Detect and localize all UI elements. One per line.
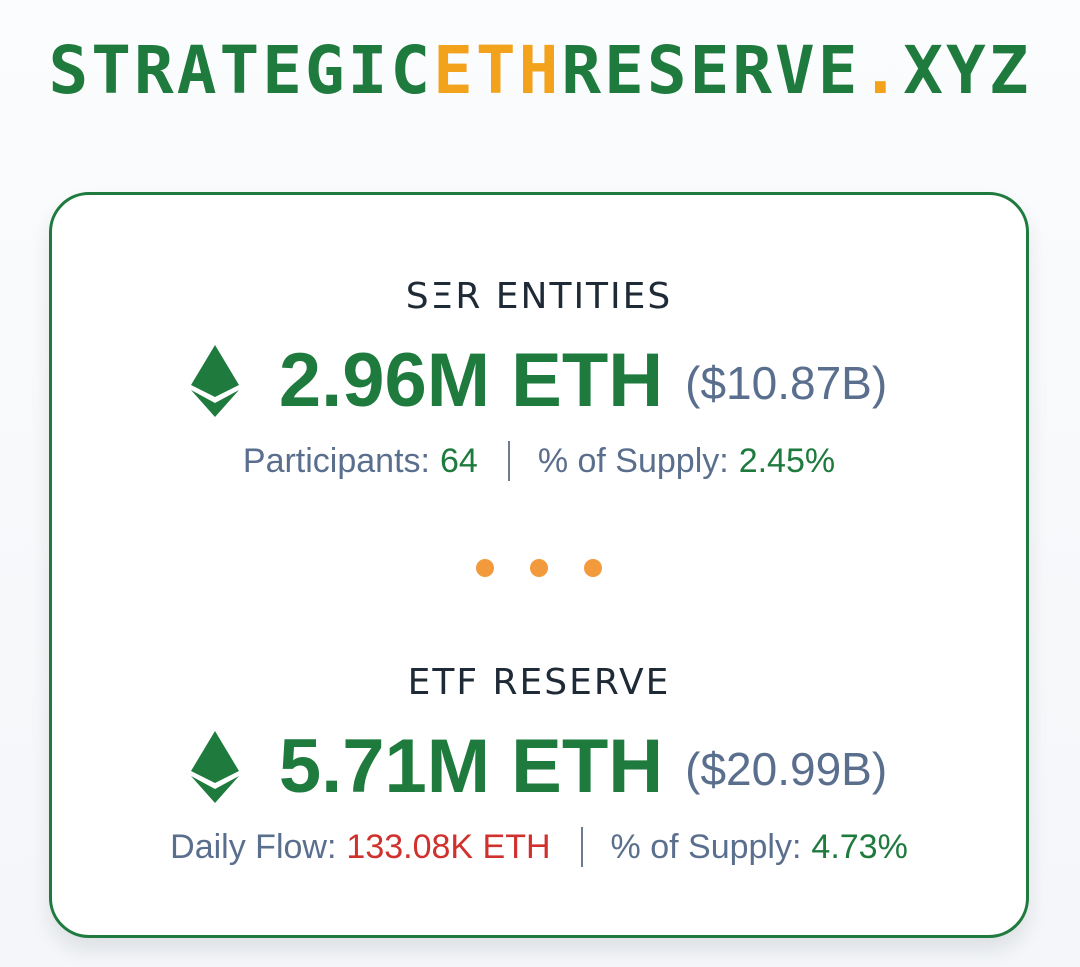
logo-text-reserve: RESERVE [561,32,861,109]
section-separator-dots [52,559,1026,577]
logo-text-eth: ETH [433,32,562,109]
daily-flow-value: 133.08K ETH [346,827,551,866]
stats-divider [507,441,510,481]
separator-dot [530,559,548,577]
ethereum-icon [190,731,239,803]
separator-dot [584,559,602,577]
ser-entities-title: SΞR ENTITIES [405,276,673,317]
site-logo[interactable]: STRATEGICETHRESERVE.XYZ [0,38,1080,104]
reserve-summary-card: SΞR ENTITIES 2.96M ETH ($10.87B) Partici… [49,192,1029,938]
participants-label: Participants: [242,441,430,480]
ser-stats-row: Participants: 64 % of Supply: 2.45% [52,441,1026,481]
participants-value: 64 [439,441,478,480]
etf-stats-row: Daily Flow: 133.08K ETH % of Supply: 4.7… [52,827,1026,867]
logo-text-dot: . [860,32,904,109]
etf-supply-label: % of Supply: [610,827,802,866]
etf-usd-value: ($20.99B) [685,743,888,795]
etf-reserve-section: ETF RESERVE 5.71M ETH ($20.99B) Daily Fl… [52,661,1026,867]
stats-divider [580,827,583,867]
logo-text-strategic: STRATEGIC [48,32,434,109]
ser-supply-value: 2.45% [738,441,836,480]
ser-usd-value: ($10.87B) [685,357,888,409]
ethereum-icon [190,345,239,417]
separator-dot [476,559,494,577]
etf-reserve-title: ETF RESERVE [407,662,671,703]
ser-eth-amount: 2.96M ETH [278,338,664,423]
ser-amount-row: 2.96M ETH ($10.87B) [52,333,1026,429]
daily-flow-label: Daily Flow: [170,827,337,866]
etf-amount-row: 5.71M ETH ($20.99B) [52,719,1026,815]
ser-supply-label: % of Supply: [537,441,729,480]
etf-eth-amount: 5.71M ETH [278,724,664,809]
ser-entities-section: SΞR ENTITIES 2.96M ETH ($10.87B) Partici… [52,275,1026,481]
etf-supply-value: 4.73% [811,827,908,866]
logo-text-xyz: XYZ [903,32,1032,109]
